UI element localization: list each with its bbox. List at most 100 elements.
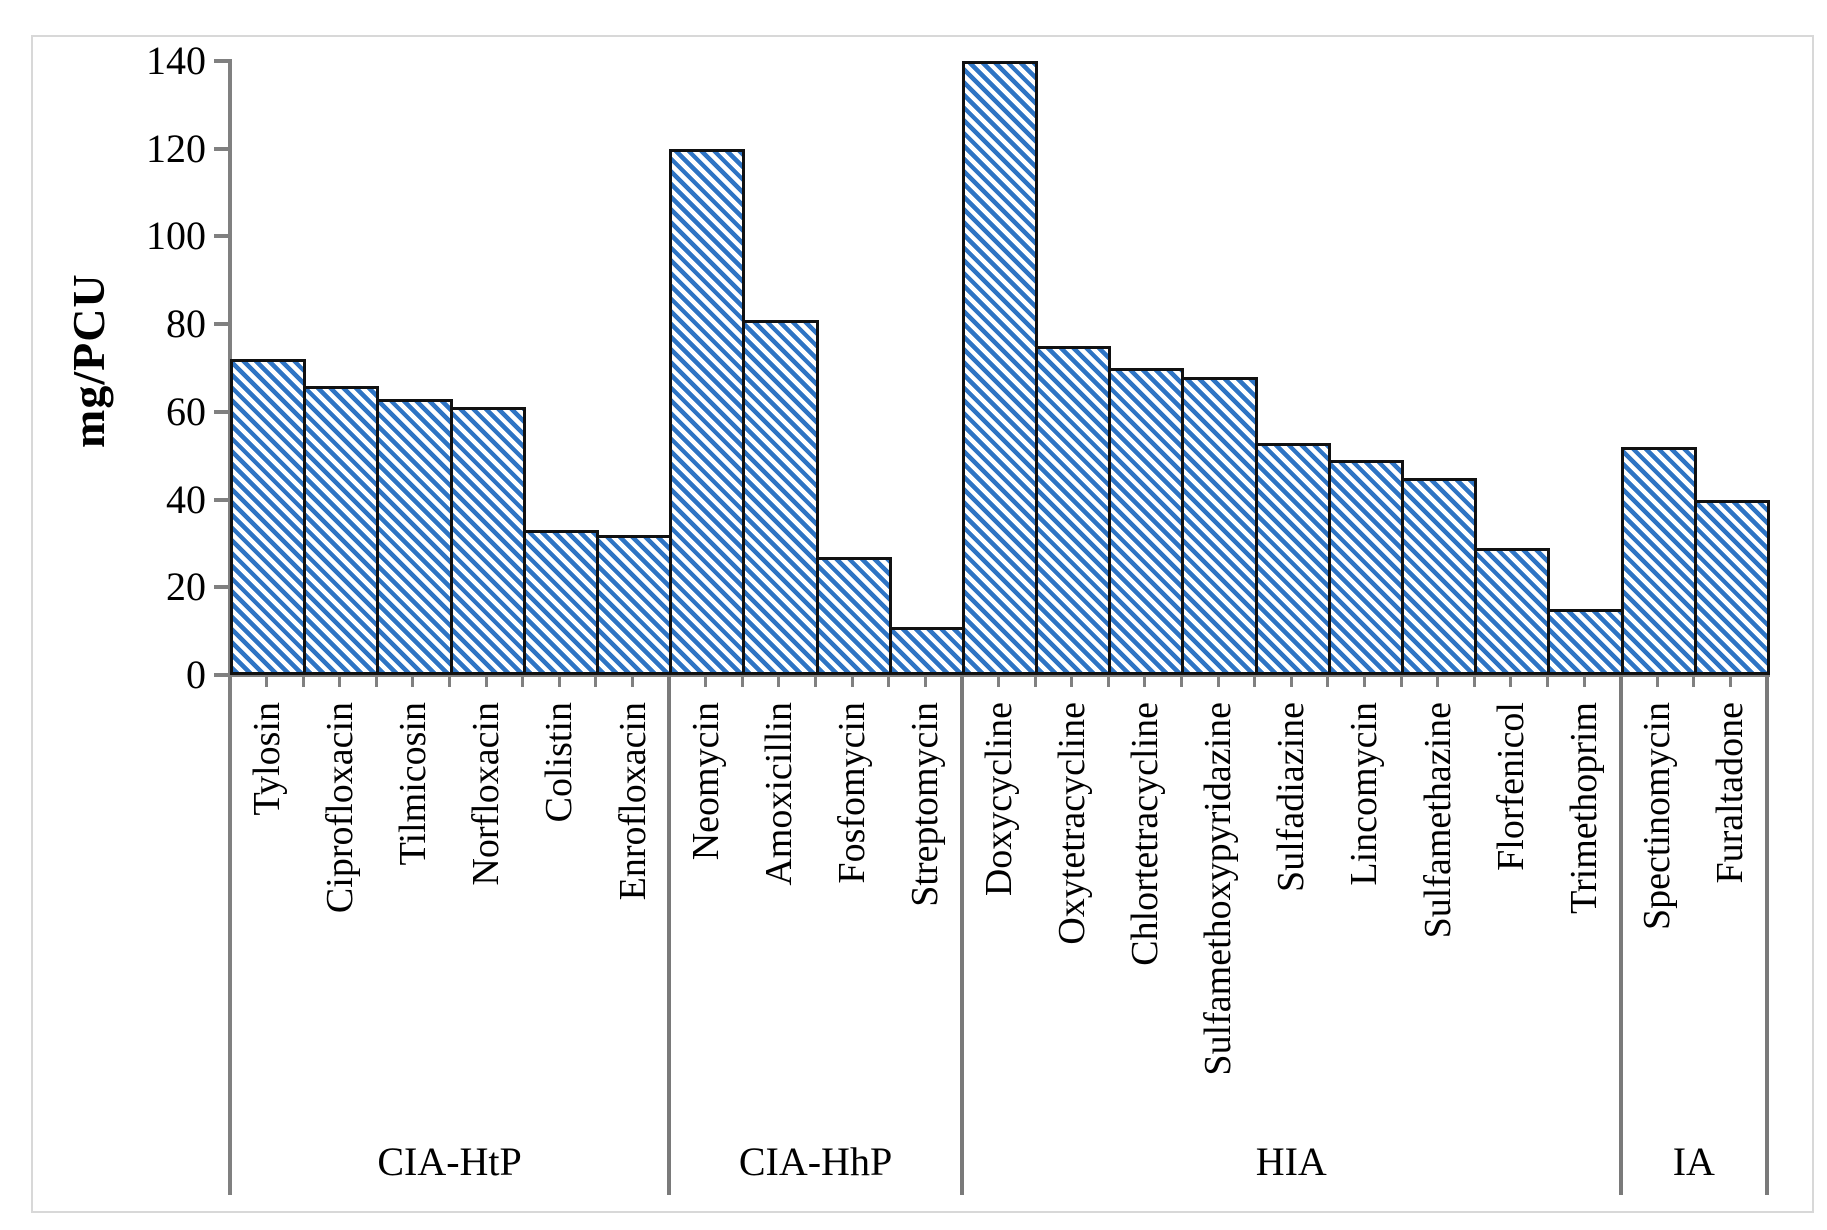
x-tick [301, 677, 305, 687]
y-tick [214, 409, 228, 414]
x-tick [923, 677, 927, 687]
x-tick [1289, 677, 1293, 687]
x-tick-label: Doxycycline [977, 702, 1020, 897]
group-separator [667, 675, 672, 1195]
x-tick [1070, 677, 1074, 687]
y-tick [214, 146, 228, 151]
x-tick-label: Colistin [538, 702, 581, 823]
x-tick [887, 677, 891, 687]
bar [595, 534, 673, 675]
x-tick [338, 677, 342, 687]
bar [376, 398, 453, 675]
x-tick [631, 677, 635, 687]
x-tick [1326, 677, 1330, 687]
bar [303, 385, 380, 675]
bar [449, 407, 526, 675]
x-tick [1509, 677, 1513, 687]
x-tick [265, 677, 269, 687]
group-label: HIA [1255, 1139, 1327, 1184]
x-tick [1106, 677, 1110, 687]
x-tick [777, 677, 781, 687]
x-tick-label: Furaltadone [1709, 702, 1752, 884]
y-tick-label: 20 [166, 564, 206, 610]
x-tick-label: Streptomycin [904, 702, 947, 907]
group-separator [959, 675, 964, 1195]
bar [522, 530, 599, 675]
y-tick-label: 40 [166, 476, 206, 522]
x-tick [1399, 677, 1403, 687]
x-tick [557, 677, 561, 687]
x-tick-label: Norfloxacin [465, 702, 508, 886]
group-label: CIA-HhP [738, 1139, 893, 1184]
x-tick [228, 677, 232, 687]
x-tick-label: Tilmicosin [391, 702, 434, 866]
y-tick-label: 140 [146, 38, 206, 83]
y-tick [214, 322, 228, 327]
y-tick-label: 60 [166, 388, 206, 434]
group-separator [1765, 675, 1769, 1195]
y-tick [214, 673, 228, 677]
y-tick-label: 120 [146, 125, 206, 171]
bar [1327, 460, 1405, 675]
y-tick-label: 80 [166, 301, 206, 347]
x-tick [1253, 677, 1257, 687]
x-tick-label: Florfenicol [1489, 702, 1532, 871]
bar [888, 626, 965, 675]
x-tick [1033, 677, 1037, 687]
bar [1108, 368, 1185, 675]
x-tick [1728, 677, 1732, 687]
x-tick [1472, 677, 1476, 687]
x-tick-label: Spectinomycin [1636, 702, 1679, 930]
bar [815, 556, 892, 675]
y-tick [214, 585, 228, 590]
bar [1620, 446, 1697, 675]
x-tick [1143, 677, 1147, 687]
x-tick-label: Sulfamethazine [1416, 702, 1459, 939]
bar [742, 319, 819, 675]
x-tick-label: Sulfamethoxypyridazine [1197, 702, 1240, 1076]
x-tick [1216, 677, 1220, 687]
x-tick [704, 677, 708, 687]
group-separator [1618, 675, 1623, 1195]
x-tick [1655, 677, 1659, 687]
y-tick [214, 497, 228, 502]
bar [1693, 499, 1770, 675]
x-tick [850, 677, 854, 687]
x-tick-label: Neomycin [684, 702, 727, 861]
x-tick [484, 677, 488, 687]
bar [1547, 609, 1624, 675]
x-tick [1362, 677, 1366, 687]
bar [1401, 477, 1478, 675]
x-tick-label: Tylosin [245, 702, 288, 816]
x-axis-line [228, 673, 1770, 677]
x-tick-label: Fosfomycin [831, 702, 874, 884]
x-tick [448, 677, 452, 687]
x-tick [814, 677, 818, 687]
bar [669, 148, 746, 675]
x-tick [1179, 677, 1183, 687]
y-tick [214, 59, 228, 63]
y-tick [214, 234, 228, 239]
bar [1254, 442, 1331, 675]
x-tick [521, 677, 525, 687]
x-tick [1582, 677, 1586, 687]
y-tick-label: 0 [186, 652, 206, 697]
x-tick [411, 677, 415, 687]
x-tick-label: Ciprofloxacin [318, 702, 361, 914]
x-tick-label: Amoxicillin [757, 702, 800, 886]
bar [1474, 547, 1551, 675]
x-tick-label: Lincomycin [1343, 702, 1386, 886]
bar [230, 359, 307, 675]
x-tick-label: Sulfadiazine [1270, 702, 1313, 892]
x-tick [1545, 677, 1549, 687]
x-tick [594, 677, 598, 687]
x-tick [740, 677, 744, 687]
bar [961, 61, 1039, 675]
x-tick-label: Trimethoprim [1563, 702, 1606, 914]
group-label: CIA-HtP [377, 1139, 522, 1184]
x-tick [374, 677, 378, 687]
group-label: IA [1672, 1139, 1715, 1184]
bar [1181, 376, 1258, 675]
x-tick-label: Chlortetracycline [1123, 702, 1166, 966]
